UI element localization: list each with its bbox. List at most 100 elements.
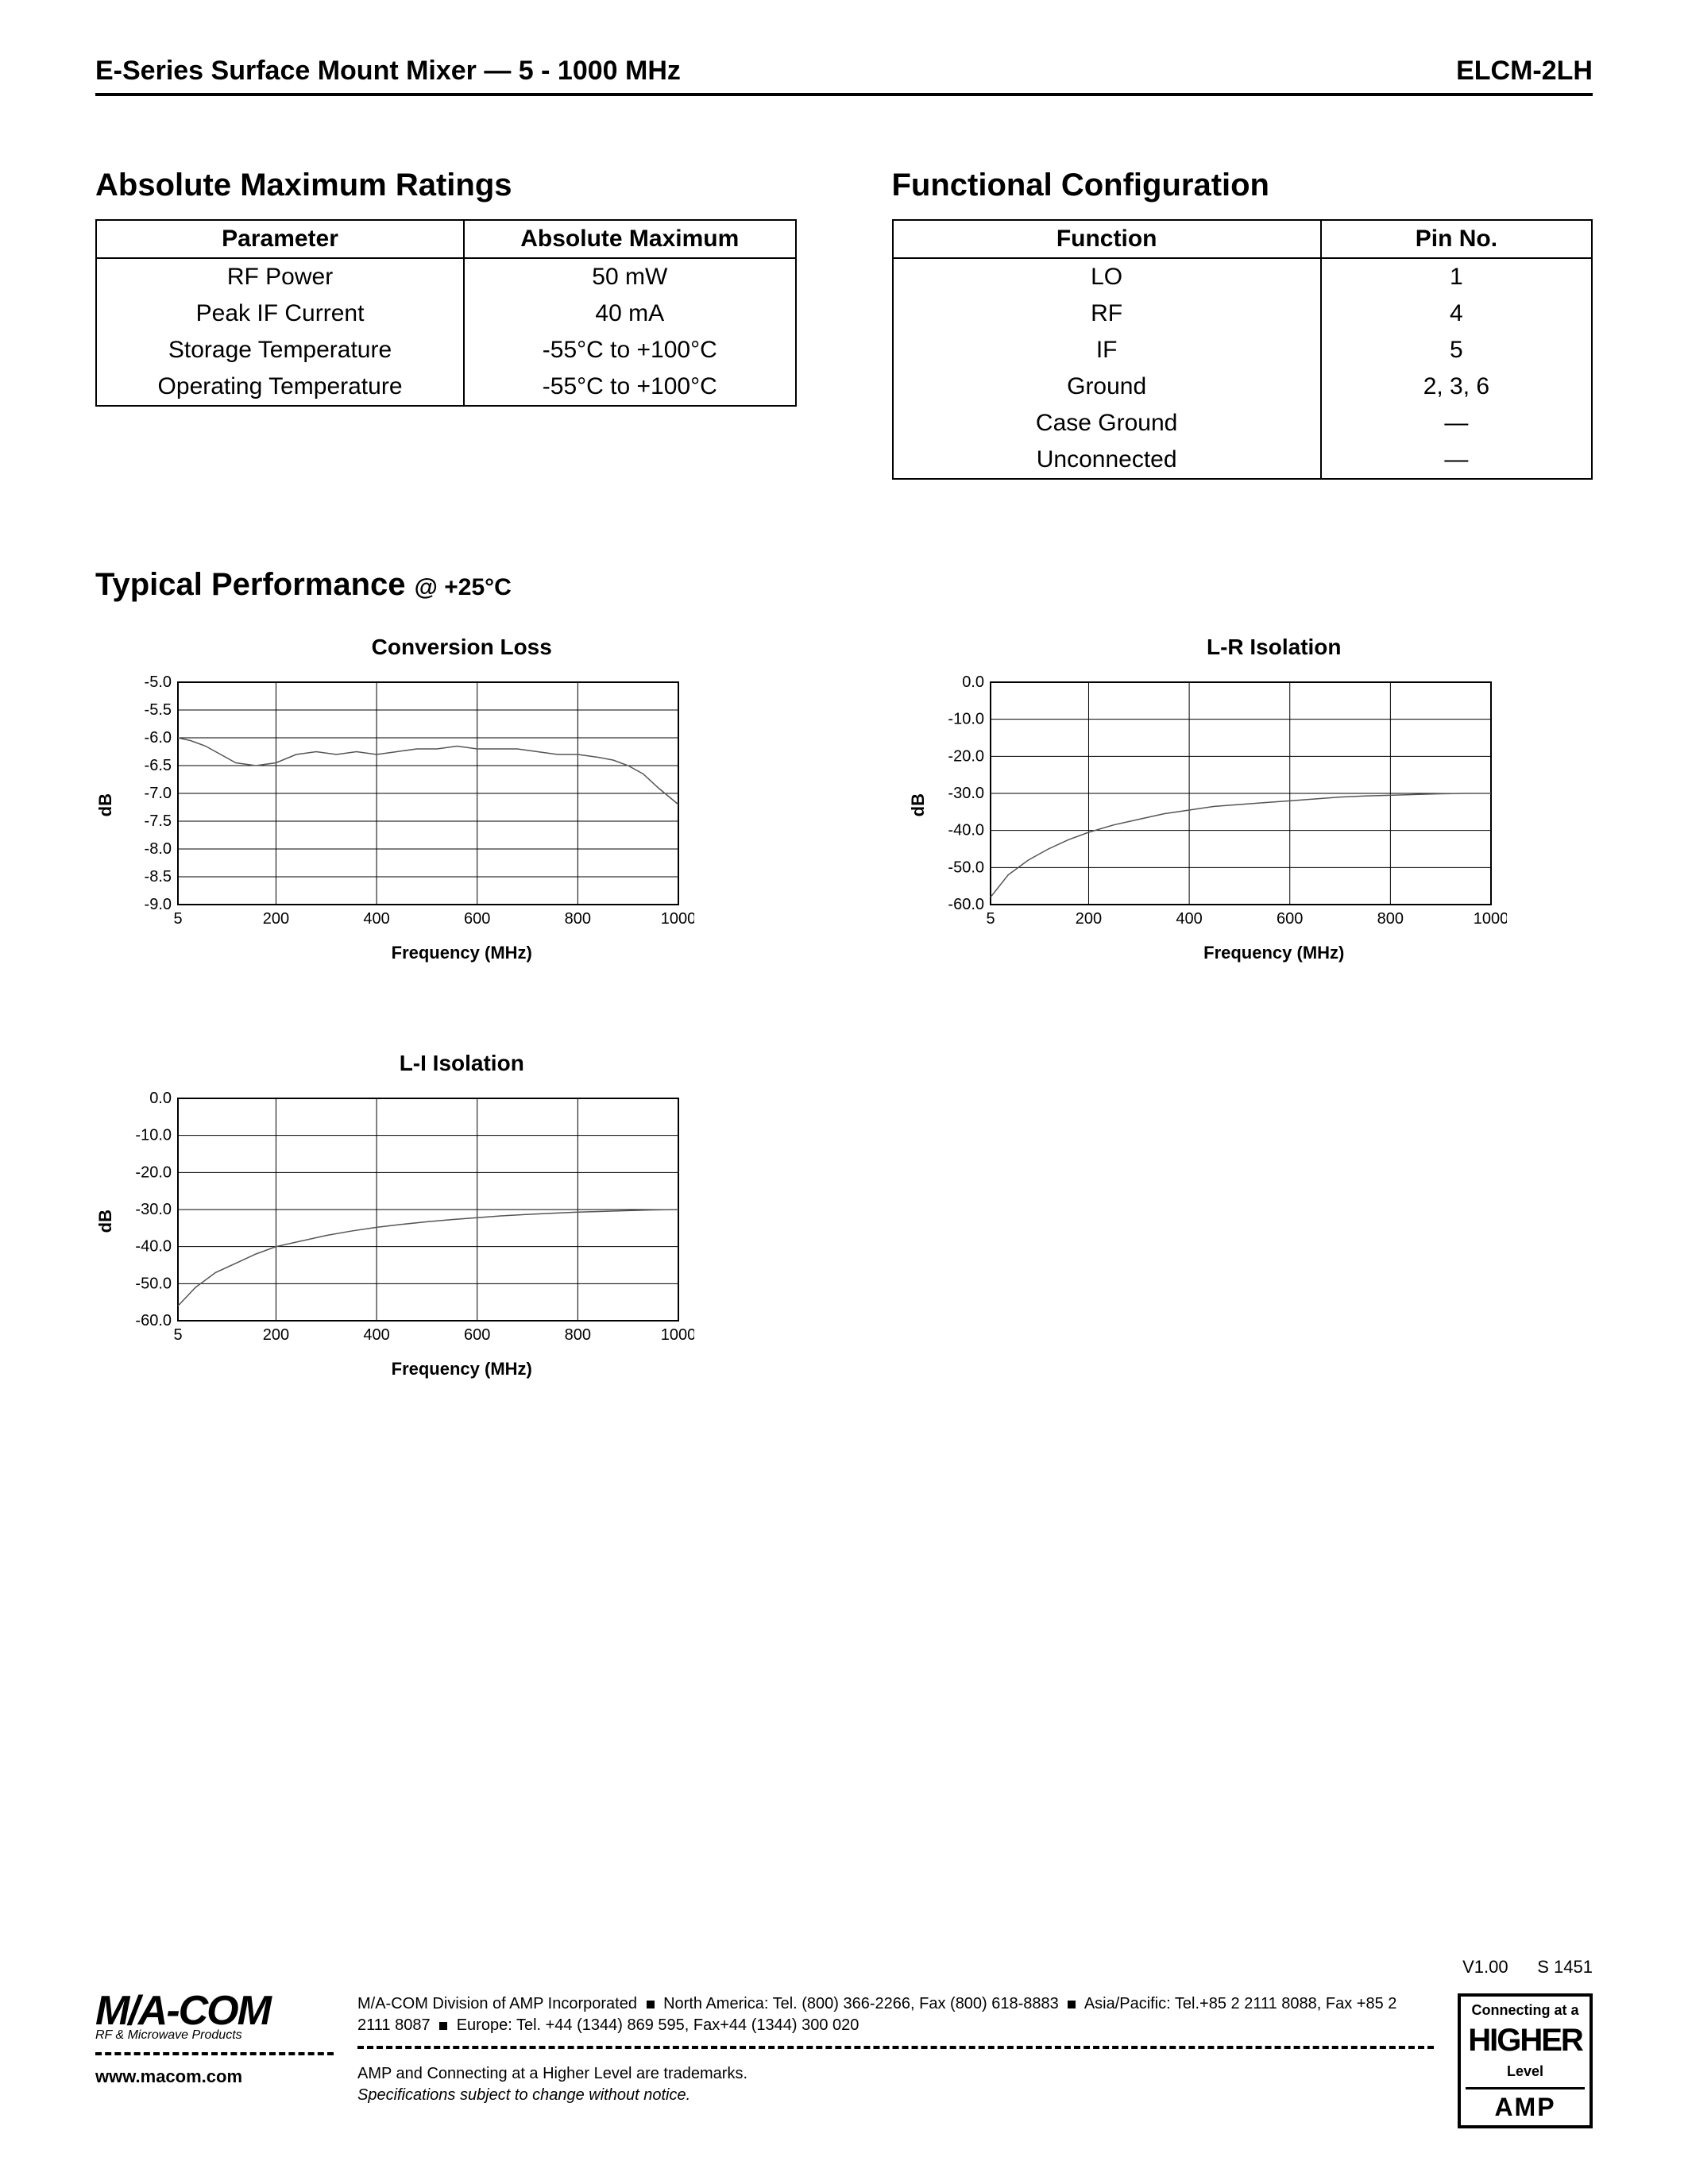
svg-text:-40.0: -40.0 [135, 1238, 172, 1256]
table-row: Ground2, 3, 6 [893, 369, 1593, 405]
ratings-title: Absolute Maximum Ratings [95, 168, 797, 203]
svg-text:-8.5: -8.5 [145, 868, 172, 886]
svg-text:-6.5: -6.5 [145, 757, 172, 774]
config-title: Functional Configuration [892, 168, 1593, 203]
charts-grid: Conversion Loss dB 52004006008001000-5.0… [95, 635, 1593, 1379]
header-title: E-Series Surface Mount Mixer — 5 - 1000 … [95, 56, 681, 87]
svg-text:5: 5 [173, 910, 182, 928]
table-row: RF4 [893, 295, 1593, 332]
table-cell: RF [893, 295, 1321, 332]
svg-text:-50.0: -50.0 [948, 859, 984, 876]
table-cell: Peak IF Current [96, 295, 464, 332]
logo-subtext: RF & Microwave Products [95, 2028, 334, 2043]
svg-text:800: 800 [1377, 910, 1403, 928]
footer-disclaimer: Specifications subject to change without… [357, 2085, 1434, 2106]
chart-xlabel: Frequency (MHz) [143, 1359, 781, 1379]
svg-text:800: 800 [565, 1326, 591, 1344]
svg-text:5: 5 [986, 910, 995, 928]
chart-ylabel: dB [95, 793, 116, 816]
table-cell: Unconnected [893, 442, 1321, 479]
svg-text:200: 200 [263, 1326, 289, 1344]
svg-text:1000: 1000 [661, 1326, 694, 1344]
svg-text:800: 800 [565, 910, 591, 928]
logo-text: M/A-COM [95, 1993, 334, 2028]
svg-text:5: 5 [173, 1326, 182, 1344]
config-table: Function Pin No. LO1RF4IF5Ground2, 3, 6C… [892, 219, 1593, 480]
chart-lr-isolation-title: L-R Isolation [956, 635, 1593, 660]
svg-text:1000: 1000 [661, 910, 694, 928]
table-cell: — [1321, 442, 1592, 479]
table-cell: 2, 3, 6 [1321, 369, 1592, 405]
ratings-column: Absolute Maximum Ratings Parameter Absol… [95, 168, 797, 480]
chart-lr-isolation: L-R Isolation dB 520040060080010000.0-10… [908, 635, 1593, 963]
svg-text:-8.0: -8.0 [145, 840, 172, 858]
performance-title: Typical Performance @ +25°C [95, 567, 1593, 603]
chart-li-isolation-title: L-I Isolation [143, 1051, 781, 1076]
footer-text: M/A-COM Division of AMP Incorporated Nor… [357, 1993, 1434, 2106]
footer-eu: Europe: Tel. +44 (1344) 869 595, Fax+44 … [457, 2016, 859, 2034]
chart-conversion-loss-svg: 52004006008001000-5.0-5.5-6.0-6.5-7.0-7.… [122, 674, 694, 936]
logo-block: M/A-COM RF & Microwave Products www.maco… [95, 1993, 334, 2087]
config-col-1: Pin No. [1321, 220, 1592, 258]
table-cell: LO [893, 258, 1321, 295]
amp-tagline-mid: HIGHER [1466, 2026, 1585, 2055]
performance-title-suffix: @ +25°C [415, 574, 512, 600]
table-cell: 40 mA [464, 295, 795, 332]
table-cell: 4 [1321, 295, 1592, 332]
page-header: E-Series Surface Mount Mixer — 5 - 1000 … [95, 56, 1593, 96]
footer-trademark: AMP and Connecting at a Higher Level are… [357, 2063, 1434, 2085]
footer-divider [357, 2046, 1434, 2049]
table-cell: Storage Temperature [96, 332, 464, 369]
table-row: RF Power50 mW [96, 258, 796, 295]
svg-text:-20.0: -20.0 [948, 747, 984, 765]
website-label: www.macom.com [95, 2066, 334, 2087]
svg-text:-60.0: -60.0 [135, 1312, 172, 1329]
svg-text:-40.0: -40.0 [948, 822, 984, 839]
chart-conversion-loss-title: Conversion Loss [143, 635, 781, 660]
page-footer: V1.00 S 1451 M/A-COM RF & Microwave Prod… [95, 1957, 1593, 2128]
svg-text:-9.0: -9.0 [145, 896, 172, 913]
config-column: Functional Configuration Function Pin No… [892, 168, 1593, 480]
svg-text:-60.0: -60.0 [948, 896, 984, 913]
table-cell: -55°C to +100°C [464, 332, 795, 369]
table-cell: -55°C to +100°C [464, 369, 795, 406]
amp-tagline-top: Connecting at a [1466, 2003, 1585, 2017]
table-row: Operating Temperature-55°C to +100°C [96, 369, 796, 406]
version-row: V1.00 S 1451 [95, 1957, 1593, 1978]
table-cell: Ground [893, 369, 1321, 405]
table-cell: RF Power [96, 258, 464, 295]
table-row: Storage Temperature-55°C to +100°C [96, 332, 796, 369]
svg-text:0.0: 0.0 [149, 1090, 172, 1107]
chart-ylabel: dB [95, 1210, 116, 1233]
chart-xlabel: Frequency (MHz) [956, 943, 1593, 963]
header-part-number: ELCM-2LH [1456, 56, 1593, 87]
bullet-icon [439, 2022, 447, 2030]
ratings-table: Parameter Absolute Maximum RF Power50 mW… [95, 219, 797, 407]
bullet-icon [1068, 2001, 1076, 2008]
chart-ylabel: dB [908, 793, 929, 816]
svg-text:-10.0: -10.0 [948, 711, 984, 728]
table-cell: Operating Temperature [96, 369, 464, 406]
spec-label: S 1451 [1537, 1957, 1593, 1977]
amp-logo-box: Connecting at a HIGHER Level AMP [1458, 1993, 1593, 2128]
svg-text:400: 400 [363, 1326, 389, 1344]
svg-text:400: 400 [1176, 910, 1202, 928]
svg-text:-10.0: -10.0 [135, 1127, 172, 1144]
tables-section: Absolute Maximum Ratings Parameter Absol… [95, 168, 1593, 480]
version-label: V1.00 [1462, 1957, 1508, 1977]
table-row: Case Ground— [893, 405, 1593, 442]
svg-text:400: 400 [363, 910, 389, 928]
amp-logo-text: AMP [1466, 2087, 1585, 2122]
config-col-0: Function [893, 220, 1321, 258]
table-row: Unconnected— [893, 442, 1593, 479]
table-row: LO1 [893, 258, 1593, 295]
ratings-col-0: Parameter [96, 220, 464, 258]
chart-conversion-loss: Conversion Loss dB 52004006008001000-5.0… [95, 635, 781, 963]
svg-text:-7.0: -7.0 [145, 785, 172, 802]
svg-text:600: 600 [464, 910, 490, 928]
svg-text:600: 600 [464, 1326, 490, 1344]
table-row: Peak IF Current40 mA [96, 295, 796, 332]
table-cell: 50 mW [464, 258, 795, 295]
svg-text:-6.0: -6.0 [145, 729, 172, 747]
footer-divider [95, 2052, 334, 2055]
